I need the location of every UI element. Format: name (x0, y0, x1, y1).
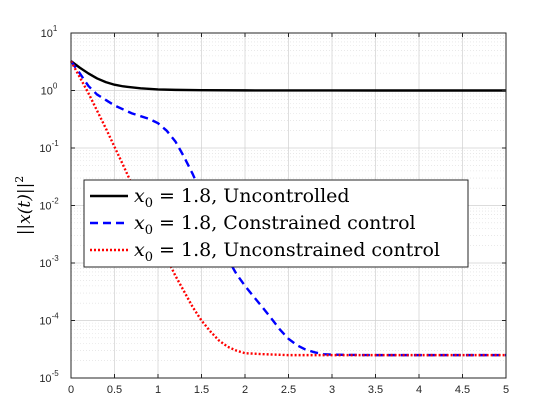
y-axis-label-text: ||x(t)||2 (13, 176, 35, 236)
y-tick-label: 10-1 (39, 139, 59, 155)
x-tick-labels: 0 0.5 1 1.5 2 2.5 3 3.5 4 4.5 5 (68, 384, 509, 396)
y-tick-label: 10-2 (39, 197, 59, 213)
x-tick-label: 0.5 (107, 384, 122, 396)
x-tick-label: 5 (503, 384, 509, 396)
y-tick-label: 101 (41, 24, 58, 40)
series-line-1 (70, 60, 506, 92)
legend-label-2: x0 = 1.8, Constrained control (134, 212, 416, 238)
x-tick-label: 4 (416, 384, 422, 396)
y-axis-label: ||x(t)||2 (13, 176, 35, 236)
x-tick-label: 2.5 (281, 384, 296, 396)
x-tick-label: 3 (329, 384, 335, 396)
x-tick-label: 1.5 (194, 384, 209, 396)
tick-marks (70, 32, 507, 379)
y-tick-label: 10-4 (39, 312, 59, 328)
series-line-2 (70, 60, 506, 357)
legend-label-1: x0 = 1.8, Uncontrolled (134, 185, 350, 211)
x-tick-label: 0 (68, 384, 74, 396)
y-tick-label: 100 (41, 82, 58, 98)
series-layer (69, 60, 506, 357)
legend-box (83, 179, 469, 268)
x-tick-label: 4.5 (455, 384, 470, 396)
y-tick-label: 10-5 (39, 369, 59, 385)
series-line-3 (69, 60, 506, 357)
x-tick-label: 2 (242, 384, 248, 396)
x-tick-label: 3.5 (368, 384, 383, 396)
x-tick-label: 1 (155, 384, 161, 396)
legend-label-3: x0 = 1.8, Unconstrained control (134, 239, 440, 265)
y-tick-labels: 10-5 10-4 10-3 10-2 10-1 100 101 (39, 24, 59, 385)
y-tick-label: 10-3 (39, 254, 59, 270)
